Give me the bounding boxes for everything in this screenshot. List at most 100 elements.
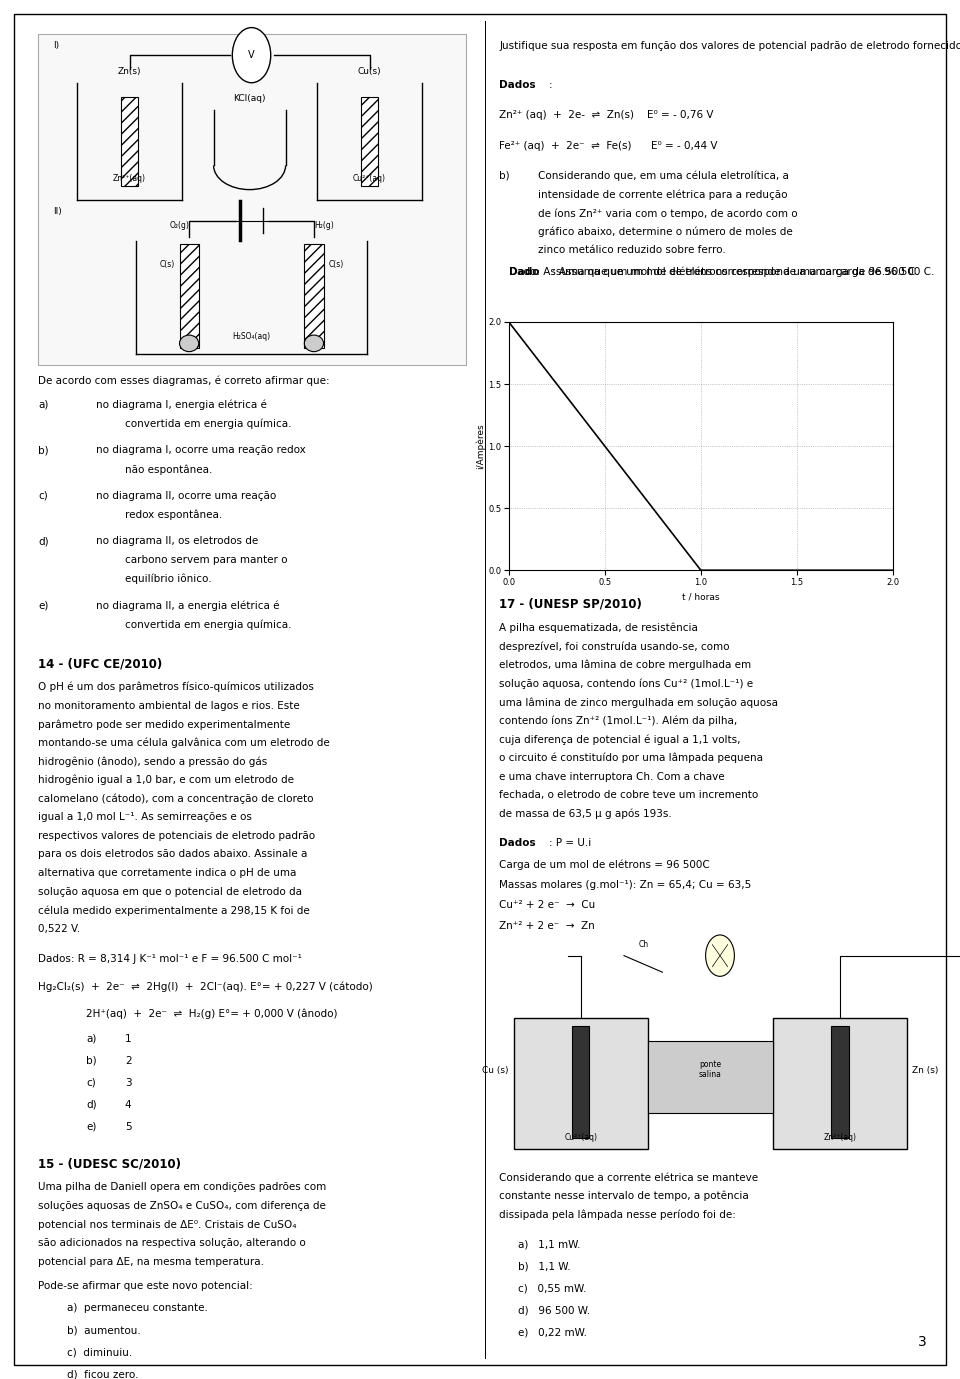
Text: constante nesse intervalo de tempo, a potência: constante nesse intervalo de tempo, a po… <box>499 1191 749 1201</box>
Text: a): a) <box>86 1034 97 1044</box>
Text: contendo íons Zn⁺² (1mol.L⁻¹). Além da pilha,: contendo íons Zn⁺² (1mol.L⁻¹). Além da p… <box>499 716 737 727</box>
Text: no diagrama II, os eletrodos de: no diagrama II, os eletrodos de <box>96 536 258 546</box>
Text: Cu(s): Cu(s) <box>358 66 381 76</box>
Text: célula medido experimentalmente a 298,15 K foi de: célula medido experimentalmente a 298,15… <box>38 906 310 916</box>
FancyBboxPatch shape <box>572 1026 589 1138</box>
Text: no diagrama I, energia elétrica é: no diagrama I, energia elétrica é <box>96 400 267 411</box>
Text: A pilha esquematizada, de resistência: A pilha esquematizada, de resistência <box>499 623 698 633</box>
Text: d)  ficou zero.: d) ficou zero. <box>67 1369 138 1379</box>
Text: b): b) <box>499 171 510 181</box>
Text: zinco metálico reduzido sobre ferro.: zinco metálico reduzido sobre ferro. <box>538 245 726 255</box>
FancyBboxPatch shape <box>648 1041 773 1113</box>
Text: Cu (s): Cu (s) <box>482 1066 509 1074</box>
Text: no diagrama II, ocorre uma reação: no diagrama II, ocorre uma reação <box>96 491 276 501</box>
Text: Considerando que, em uma célula eletrolítica, a: Considerando que, em uma célula eletrolí… <box>538 171 788 182</box>
Text: de íons Zn²⁺ varia com o tempo, de acordo com o: de íons Zn²⁺ varia com o tempo, de acord… <box>538 208 797 219</box>
Text: Fe²⁺ (aq)  +  2e⁻  ⇌  Fe(s)      E⁰ = - 0,44 V: Fe²⁺ (aq) + 2e⁻ ⇌ Fe(s) E⁰ = - 0,44 V <box>499 141 718 150</box>
Text: Cu²⁺(aq): Cu²⁺(aq) <box>353 174 386 183</box>
Text: Justifique sua resposta em função dos valores de potencial padrão de eletrodo fo: Justifique sua resposta em função dos va… <box>499 41 960 51</box>
Text: Zn (s): Zn (s) <box>912 1066 938 1074</box>
Text: de massa de 63,5 μ g após 193s.: de massa de 63,5 μ g após 193s. <box>499 809 672 819</box>
Text: calomelano (cátodo), com a concentração de cloreto: calomelano (cátodo), com a concentração … <box>38 794 314 804</box>
Text: uma lâmina de zinco mergulhada em solução aquosa: uma lâmina de zinco mergulhada em soluçã… <box>499 698 779 707</box>
Text: no diagrama I, ocorre uma reação redox: no diagrama I, ocorre uma reação redox <box>96 445 305 455</box>
Text: hidrogênio (ânodo), sendo a pressão do gás: hidrogênio (ânodo), sendo a pressão do g… <box>38 757 268 767</box>
Text: ponte
salina: ponte salina <box>699 1060 722 1080</box>
Text: Zn²⁺(aq): Zn²⁺(aq) <box>113 174 146 183</box>
Text: no diagrama II, a energia elétrica é: no diagrama II, a energia elétrica é <box>96 601 279 611</box>
Text: O pH é um dos parâmetros físico-químicos utilizados: O pH é um dos parâmetros físico-químicos… <box>38 683 314 692</box>
Text: a)   1,1 mW.: a) 1,1 mW. <box>518 1240 581 1249</box>
Text: convertida em energia química.: convertida em energia química. <box>125 419 291 429</box>
Ellipse shape <box>304 335 324 352</box>
FancyBboxPatch shape <box>121 97 138 186</box>
Text: 15 - (UDESC SC/2010): 15 - (UDESC SC/2010) <box>38 1158 181 1171</box>
Text: I): I) <box>53 41 59 51</box>
Text: Dado: Assuma que um mol de elétrons corresponde a uma carga de 96.500 C.: Dado: Assuma que um mol de elétrons corr… <box>509 268 919 277</box>
FancyBboxPatch shape <box>831 1026 849 1138</box>
Text: C(s): C(s) <box>328 261 344 269</box>
Text: :: : <box>549 80 553 90</box>
Text: fechada, o eletrodo de cobre teve um incremento: fechada, o eletrodo de cobre teve um inc… <box>499 790 758 800</box>
Text: Dados: Dados <box>499 80 536 90</box>
Text: Pode-se afirmar que este novo potencial:: Pode-se afirmar que este novo potencial: <box>38 1281 253 1291</box>
Text: KCl(aq): KCl(aq) <box>233 94 266 103</box>
Text: Dado: Dado <box>509 268 540 277</box>
Text: : P = U.i: : P = U.i <box>549 838 591 848</box>
Y-axis label: i/Ampères: i/Ampères <box>476 423 485 469</box>
Text: 1: 1 <box>125 1034 132 1044</box>
Text: montando-se uma célula galvânica com um eletrodo de: montando-se uma célula galvânica com um … <box>38 738 330 749</box>
Text: alternativa que corretamente indica o pH de uma: alternativa que corretamente indica o pH… <box>38 869 297 878</box>
Text: c)   0,55 mW.: c) 0,55 mW. <box>518 1284 587 1294</box>
Text: H₂SO₄(aq): H₂SO₄(aq) <box>232 331 271 341</box>
Text: b): b) <box>38 445 49 455</box>
Text: e uma chave interruptora Ch. Com a chave: e uma chave interruptora Ch. Com a chave <box>499 772 725 782</box>
Text: equilíbrio iônico.: equilíbrio iônico. <box>125 574 211 585</box>
FancyBboxPatch shape <box>514 1018 648 1149</box>
Text: a): a) <box>38 400 49 410</box>
Text: O₂(g): O₂(g) <box>169 221 189 230</box>
Text: Cu²⁺(aq): Cu²⁺(aq) <box>564 1132 597 1142</box>
Text: 17 - (UNESP SP/2010): 17 - (UNESP SP/2010) <box>499 598 642 611</box>
Text: não espontânea.: não espontânea. <box>125 463 212 474</box>
Text: Hg₂Cl₂(s)  +  2e⁻  ⇌  2Hg(l)  +  2Cl⁻(aq). E°= + 0,227 V (cátodo): Hg₂Cl₂(s) + 2e⁻ ⇌ 2Hg(l) + 2Cl⁻(aq). E°=… <box>38 982 373 992</box>
Circle shape <box>232 28 271 83</box>
Text: potencial nos terminais de ΔE⁰. Cristais de CuSO₄: potencial nos terminais de ΔE⁰. Cristais… <box>38 1220 297 1230</box>
Text: d): d) <box>86 1100 97 1110</box>
Text: Cu⁺² + 2 e⁻  →  Cu: Cu⁺² + 2 e⁻ → Cu <box>499 900 595 910</box>
Text: convertida em energia química.: convertida em energia química. <box>125 619 291 630</box>
Text: soluções aquosas de ZnSO₄ e CuSO₄, com diferença de: soluções aquosas de ZnSO₄ e CuSO₄, com d… <box>38 1201 326 1211</box>
Circle shape <box>706 935 734 976</box>
Text: b)  aumentou.: b) aumentou. <box>67 1325 141 1335</box>
Text: 3: 3 <box>125 1078 132 1088</box>
Text: solução aquosa em que o potencial de eletrodo da: solução aquosa em que o potencial de ele… <box>38 887 302 896</box>
Text: intensidade de corrente elétrica para a redução: intensidade de corrente elétrica para a … <box>538 190 787 200</box>
Text: Zn⁺² + 2 e⁻  →  Zn: Zn⁺² + 2 e⁻ → Zn <box>499 921 595 931</box>
Text: : Assuma que um mol de elétrons corresponde a uma carga de 96.500 C.: : Assuma que um mol de elétrons correspo… <box>552 268 934 277</box>
Text: solução aquosa, contendo íons Cu⁺² (1mol.L⁻¹) e: solução aquosa, contendo íons Cu⁺² (1mol… <box>499 678 754 690</box>
Text: 2: 2 <box>125 1056 132 1066</box>
Text: c): c) <box>38 491 48 501</box>
Text: b): b) <box>86 1056 97 1066</box>
Text: H₂(g): H₂(g) <box>314 221 334 230</box>
Text: o circuito é constituído por uma lâmpada pequena: o circuito é constituído por uma lâmpada… <box>499 753 763 764</box>
Text: Uma pilha de Daniell opera em condições padrões com: Uma pilha de Daniell opera em condições … <box>38 1183 326 1193</box>
Text: no monitoramento ambiental de lagos e rios. Este: no monitoramento ambiental de lagos e ri… <box>38 701 300 710</box>
Text: desprezível, foi construída usando-se, como: desprezível, foi construída usando-se, c… <box>499 641 730 652</box>
Text: 2H⁺(aq)  +  2e⁻  ⇌  H₂(g) E°= + 0,000 V (ânodo): 2H⁺(aq) + 2e⁻ ⇌ H₂(g) E°= + 0,000 V (âno… <box>86 1009 338 1019</box>
Text: Dados: Dados <box>499 838 536 848</box>
Text: Considerando que a corrente elétrica se manteve: Considerando que a corrente elétrica se … <box>499 1172 758 1183</box>
Text: b)   1,1 W.: b) 1,1 W. <box>518 1262 571 1271</box>
Text: 4: 4 <box>125 1100 132 1110</box>
Text: e)   0,22 mW.: e) 0,22 mW. <box>518 1328 588 1338</box>
Text: e): e) <box>86 1123 97 1132</box>
Text: carbono servem para manter o: carbono servem para manter o <box>125 556 287 565</box>
Text: gráfico abaixo, determine o número de moles de: gráfico abaixo, determine o número de mo… <box>538 228 792 237</box>
Text: Zn²⁺ (aq)  +  2e-  ⇌  Zn(s)    E⁰ = - 0,76 V: Zn²⁺ (aq) + 2e- ⇌ Zn(s) E⁰ = - 0,76 V <box>499 110 713 120</box>
Text: hidrogênio igual a 1,0 bar, e com um eletrodo de: hidrogênio igual a 1,0 bar, e com um ele… <box>38 775 295 786</box>
Text: V: V <box>249 50 254 61</box>
Text: II): II) <box>53 207 61 217</box>
Text: e): e) <box>38 601 49 611</box>
Text: Carga de um mol de elétrons = 96 500C: Carga de um mol de elétrons = 96 500C <box>499 859 710 870</box>
Text: dissipada pela lâmpada nesse período foi de:: dissipada pela lâmpada nesse período foi… <box>499 1209 736 1220</box>
